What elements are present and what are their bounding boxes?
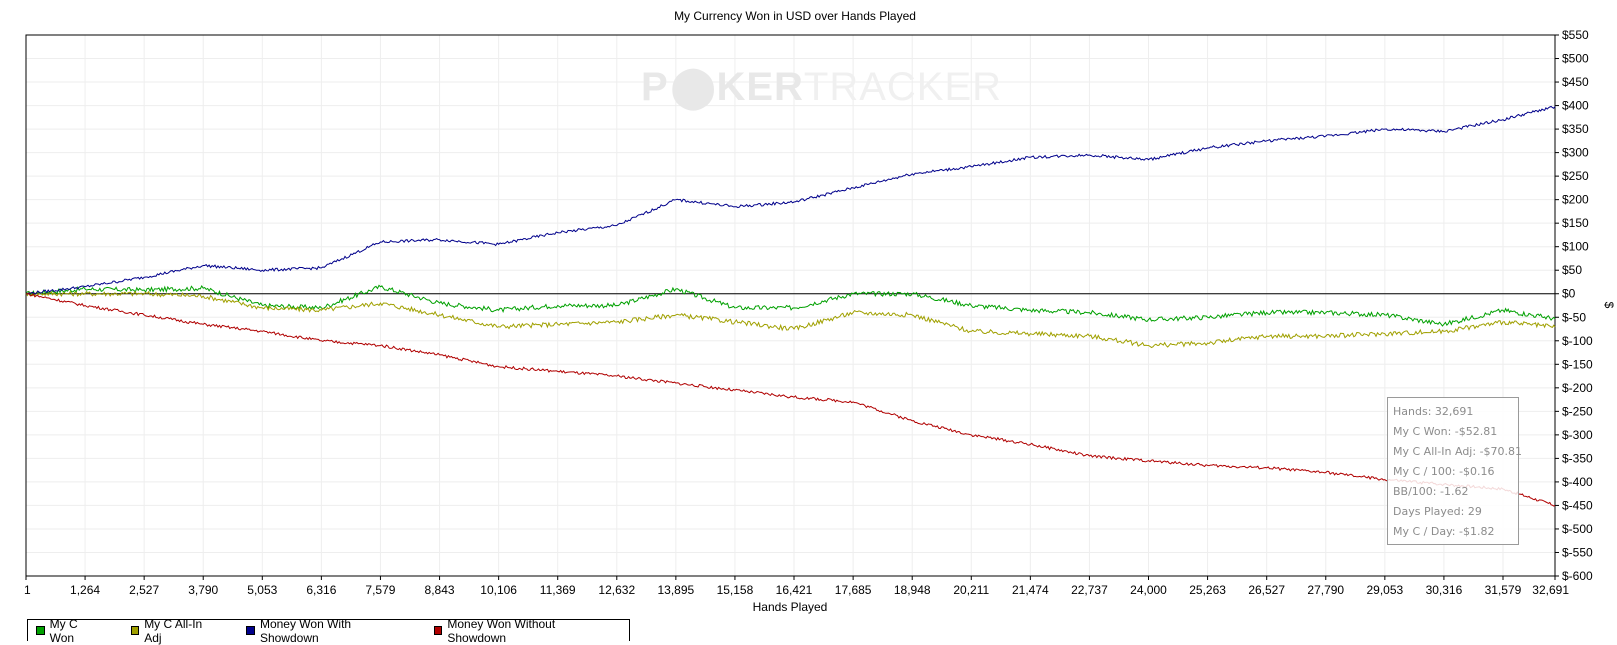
legend-item-with-showdown[interactable]: Money Won With Showdown [246,617,405,645]
y-tick-label: $500 [1562,52,1589,66]
y-tick-label: $550 [1562,28,1589,42]
x-tick-label: 21,474 [1012,583,1049,597]
watermark-tracker: TRACKER [804,65,1002,109]
legend-label: My C All-In Adj [144,616,203,645]
y-tick-label: $300 [1562,146,1589,160]
legend-item-my-c-allin-adj[interactable]: My C All-In Adj [130,616,219,645]
x-tick-label: 10,106 [480,583,517,597]
legend-swatch [36,626,45,635]
x-axis: 1 1,264 2,527 3,790 5,053 6,316 7,579 8,843 10,1… [24,576,1569,597]
x-tick-label: 27,790 [1307,583,1344,597]
watermark: P⬤KERTRACKER [641,65,1002,111]
watermark-poker-p: P [641,65,669,109]
x-axis-label: Hands Played [753,600,828,614]
y-tick-label: $250 [1562,169,1589,183]
legend: My C Won My C All-In Adj Money Won With … [27,617,630,645]
x-tick-label: 25,263 [1189,583,1226,597]
y-tick-label: $-100 [1562,334,1593,348]
legend-swatch [246,626,255,635]
y-axis-label: $ [1602,302,1616,309]
x-tick-label: 11,369 [540,583,576,597]
x-tick-label: 22,737 [1071,583,1108,597]
grid [25,34,1556,577]
x-tick-label: 18,948 [894,583,931,597]
stat-per-100: My C / 100: -$0.16 [1393,465,1495,478]
y-tick-label: $0 [1562,287,1576,301]
legend-label: Money Won Without Showdown [447,616,556,645]
y-tick-label: $-400 [1562,475,1593,489]
y-tick-label: $-150 [1562,357,1593,371]
legend-label: Money Won With Showdown [259,616,352,645]
x-tick-label: 26,527 [1248,583,1285,597]
x-tick-label: 6,316 [306,583,336,597]
y-axis: $550 $500 $450 $400 $350 $300 $250 $200 $150 $100… [1555,28,1593,583]
y-tick-label: $-250 [1562,404,1593,418]
x-tick-label: 3,790 [188,583,218,597]
series-line-4 [25,293,1556,507]
y-tick-label: $50 [1562,263,1582,277]
stats-tooltip: Hands: 32,691 My C Won: -$52.81 My C All… [1387,397,1523,545]
legend-item-without-showdown[interactable]: Money Won Without Showdown [433,616,609,645]
x-tick-label: 30,316 [1426,583,1463,597]
x-tick-label: 31,579 [1485,583,1522,597]
legend-item-my-c-won[interactable]: My C Won [36,617,103,645]
stat-hands: Hands: 32,691 [1393,405,1474,418]
x-tick-label: 12,632 [598,583,635,597]
legend-label: My C Won [49,616,78,645]
series-line-2 [25,290,1556,349]
x-tick-label: 32,691 [1532,583,1569,597]
y-tick-label: $150 [1562,216,1589,230]
legend-swatch [433,626,443,635]
stat-bb-100: BB/100: -1.62 [1393,485,1469,498]
y-tick-label: $-500 [1562,522,1593,536]
y-tick-label: $-350 [1562,451,1593,465]
y-tick-label: $-50 [1562,310,1586,324]
stat-allin-adj: My C All-In Adj: -$70.81 [1393,445,1523,458]
series-lines [25,105,1556,507]
x-tick-label: 5,053 [247,583,277,597]
chart-title: My Currency Won in USD over Hands Played [674,9,916,23]
stat-days-played: Days Played: 29 [1393,505,1482,518]
x-tick-label: 2,527 [129,583,159,597]
x-tick-label: 7,579 [365,583,395,597]
x-tick-label: 1,264 [70,583,100,597]
y-tick-label: $450 [1562,75,1589,89]
stat-per-day: My C / Day: -$1.82 [1393,525,1495,538]
x-tick-label: 8,843 [425,583,455,597]
watermark-chip-icon: ⬤ [671,65,717,111]
plot-area-border [25,34,1556,577]
y-tick-label: $-550 [1562,545,1593,559]
x-tick-label: 1 [24,583,31,597]
series-line-1 [25,284,1556,327]
legend-swatch [130,626,140,635]
x-tick-label: 16,421 [776,583,813,597]
y-tick-label: $200 [1562,193,1589,207]
y-tick-label: $-450 [1562,498,1593,512]
x-tick-label: 13,895 [658,583,695,597]
y-tick-label: $400 [1562,99,1589,113]
x-tick-label: 24,000 [1130,583,1167,597]
y-tick-label: $-300 [1562,428,1593,442]
x-tick-label: 20,211 [953,583,989,597]
watermark-poker-rest: KER [716,65,803,109]
y-tick-label: $-600 [1562,569,1593,583]
y-tick-label: $100 [1562,240,1589,254]
x-tick-label: 15,158 [717,583,754,597]
stat-won: My C Won: -$52.81 [1393,425,1498,438]
y-tick-label: $-200 [1562,381,1593,395]
series-line-3 [25,105,1556,295]
x-tick-label: 17,685 [835,583,872,597]
x-tick-label: 29,053 [1366,583,1403,597]
y-tick-label: $350 [1562,122,1589,136]
